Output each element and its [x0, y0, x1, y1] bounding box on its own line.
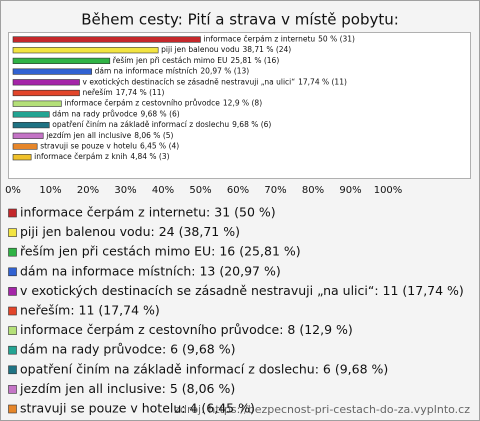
bar — [12, 47, 159, 54]
bar — [12, 122, 50, 129]
bar-label: informace čerpám z internetu 50 % (31) — [204, 35, 356, 44]
legend-swatch — [8, 287, 17, 296]
bar-category: stravuji se pouze v hotelu — [40, 142, 137, 151]
bar-label: informace čerpám z cestovního průvodce 12… — [64, 99, 262, 108]
value-label: 9,68 % (6) — [140, 109, 179, 118]
bar-category: řeším jen při cestách mimo EU — [113, 56, 228, 65]
bar-label: řeším jen při cestách mimo EU 25,81 % (16… — [113, 56, 280, 65]
bar — [12, 132, 44, 139]
bar-category: informace čerpám z knih — [34, 152, 127, 161]
value-label: 8,06 % (5) — [134, 131, 173, 140]
bar — [12, 154, 32, 161]
legend-label: v exotických destinacích se zásadně nest… — [20, 283, 464, 298]
bar — [12, 100, 62, 107]
x-tick-label: 100% — [374, 185, 403, 196]
legend-swatch — [8, 345, 17, 355]
legend-label: informace čerpám z internetu: 31 (50 %) — [20, 205, 276, 220]
bar — [12, 79, 80, 86]
bar — [12, 36, 201, 43]
value-label: 4,84 % (3) — [130, 152, 169, 161]
bar-label: v exotických destinacích se zásadně nest… — [83, 77, 347, 86]
value-label: 9,68 % (6) — [232, 120, 271, 129]
bar — [12, 68, 92, 75]
value-label: 50 % (31) — [318, 35, 355, 44]
plot-area — [8, 32, 471, 179]
bar-label: dám na rady průvodce 9,68 % (6) — [52, 109, 179, 118]
value-label: 17,74 % (11) — [116, 88, 165, 97]
legend-swatch — [8, 404, 17, 414]
value-label: 20,97 % (13) — [200, 67, 249, 76]
value-label: 12,9 % (8) — [223, 99, 262, 108]
bar-category: neřeším — [83, 88, 113, 97]
value-label: 38,71 % (24) — [242, 45, 291, 54]
bar-label: opatření činím na základě informací z do… — [52, 120, 271, 129]
legend-swatch — [8, 365, 17, 375]
bar-label: neřeším 17,74 % (11) — [83, 88, 165, 97]
bar — [12, 111, 50, 118]
legend-swatch — [8, 267, 17, 277]
x-tick-label: 0% — [5, 185, 21, 196]
bar-label: piji jen balenou vodu 38,71 % (24) — [161, 45, 291, 54]
bar-category: informace čerpám z internetu — [204, 35, 316, 44]
value-label: 25,81 % (16) — [230, 56, 279, 65]
legend-swatch — [8, 306, 17, 316]
bar-category: dám na informace místních — [95, 67, 198, 76]
x-tick-label: 70% — [264, 185, 286, 196]
chart-title: Během cesty: Pití a strava v místě pobyt… — [81, 11, 399, 29]
legend-label: dám na informace místních: 13 (20,97 %) — [20, 263, 281, 278]
x-tick-label: 30% — [114, 185, 136, 196]
bar-category: opatření činím na základě informací z do… — [52, 120, 229, 129]
legend-swatch — [8, 208, 17, 218]
bar-category: v exotických destinacích se zásadně nest… — [83, 77, 296, 86]
legend-swatch — [8, 326, 17, 335]
legend-swatch — [8, 385, 17, 394]
bar — [12, 89, 80, 97]
x-tick-label: 60% — [227, 185, 249, 196]
bar-label: informace čerpám z knih 4,84 % (3) — [34, 152, 169, 161]
x-tick-label: 80% — [302, 185, 324, 196]
value-label: 6,45 % (4) — [140, 142, 179, 151]
bar-category: piji jen balenou vodu — [161, 45, 240, 54]
bar-category: dám na rady průvodce — [52, 109, 138, 118]
legend-label: řeším jen při cestách mimo EU: 16 (25,81… — [20, 244, 301, 259]
x-tick-label: 10% — [39, 185, 61, 196]
bar — [12, 57, 111, 64]
bar-category: jezdím jen all inclusive — [45, 131, 131, 140]
legend-label: piji jen balenou vodu: 24 (38,71 %) — [20, 224, 240, 239]
legend-label: jezdím jen all inclusive: 5 (8,06 %) — [19, 381, 235, 396]
x-tick-label: 50% — [189, 185, 211, 196]
bar — [12, 143, 38, 150]
bar-label: stravuji se pouze v hotelu 6,45 % (4) — [40, 142, 179, 151]
value-label: 17,74 % (11) — [298, 77, 347, 86]
bar-label: dám na informace místních 20,97 % (13) — [95, 67, 250, 76]
legend-label: opatření činím na základě informací z do… — [20, 361, 388, 376]
x-tick-label: 40% — [152, 185, 174, 196]
legend-label: dám na rady průvodce: 6 (9,68 %) — [20, 342, 236, 357]
bar-category: informace čerpám z cestovního průvodce — [64, 99, 220, 108]
x-tick-label: 20% — [77, 185, 99, 196]
legend-swatch — [8, 228, 17, 237]
legend-label: stravuji se pouze v hotelu: 4 (6,45 %) — [20, 401, 255, 416]
bar-label: jezdím jen all inclusive 8,06 % (5) — [45, 131, 173, 140]
legend-label: neřeším: 11 (17,74 %) — [20, 303, 160, 318]
x-tick-label: 90% — [339, 185, 361, 196]
legend-swatch — [8, 247, 17, 257]
source: zdroj: https://bezpecnost-pri-cestach-do… — [174, 403, 470, 416]
legend-label: informace čerpám z cestovního průvodce: … — [20, 322, 353, 337]
